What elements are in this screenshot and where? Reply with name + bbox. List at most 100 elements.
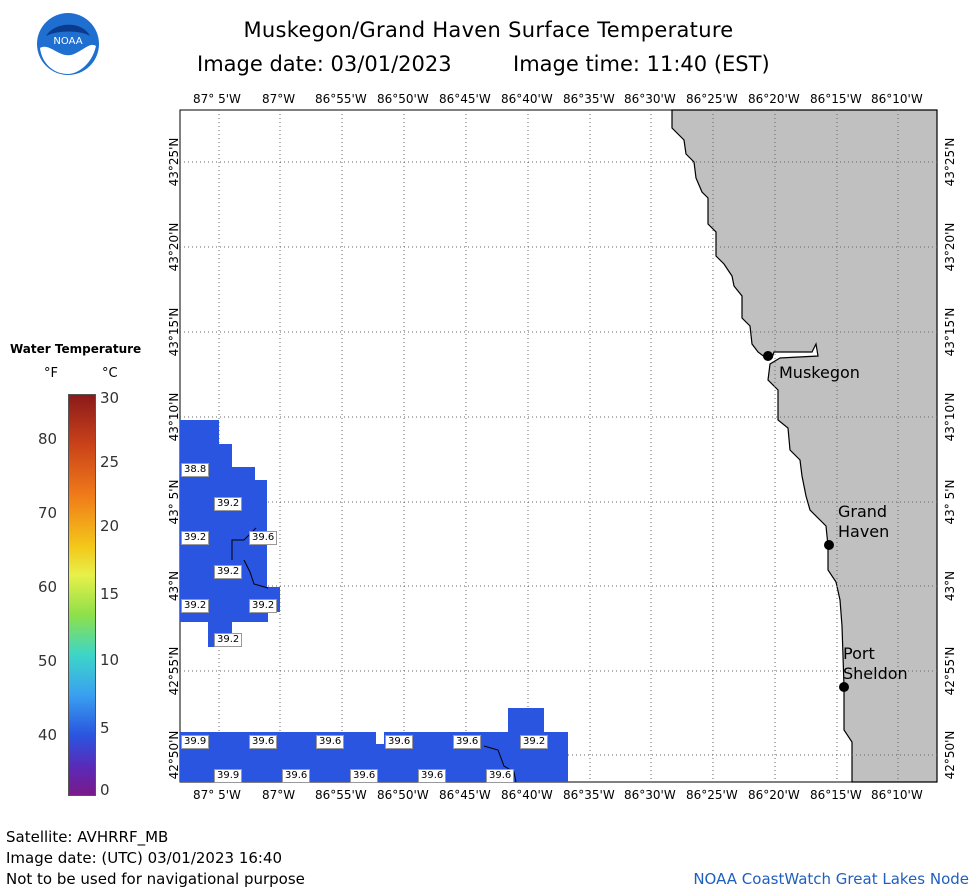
legend-f-tick: 40 [38, 726, 58, 744]
lon-label: 86°25'W [686, 788, 738, 802]
sst-value-label: 39.2 [520, 735, 549, 749]
lon-label: 86°55'W [315, 788, 367, 802]
lon-label: 86°35'W [563, 92, 615, 106]
legend-f-ticks: 80 70 60 50 40 [38, 430, 66, 750]
svg-text:NOAA: NOAA [53, 36, 82, 47]
sst-value-label: 39.6 [249, 735, 278, 749]
credit-line: NOAA CoastWatch Great Lakes Node [693, 870, 969, 888]
legend-c-tick: 10 [100, 651, 120, 669]
lon-label: 86°20'W [748, 92, 800, 106]
noaa-logo: NOAA [36, 12, 100, 76]
legend-c-tick: 25 [100, 453, 120, 471]
legend-unit-f: °F [44, 366, 58, 381]
lat-label-left: 42°50'N [167, 730, 181, 780]
utc-date: Image date: (UTC) 03/01/2023 16:40 [6, 849, 283, 867]
sst-value-label: 39.6 [385, 735, 414, 749]
legend-f-tick: 60 [38, 578, 58, 596]
lon-label: 87°W [262, 92, 296, 106]
lon-labels-top: 87° 5'W 87°W 86°55'W 86°50'W 86°45'W 86°… [0, 92, 977, 108]
grand-haven-marker [824, 540, 834, 550]
lat-label-right: 43° 5'N [943, 479, 957, 525]
sst-value-label: 39.6 [453, 735, 482, 749]
city-label-port-sheldon: Port [843, 644, 875, 663]
sst-value-label: 39.2 [214, 565, 243, 579]
sst-value-label: 39.6 [282, 769, 311, 783]
legend-c-tick: 0 [100, 781, 110, 799]
port-sheldon-marker [839, 682, 849, 692]
lon-label: 86°20'W [748, 788, 800, 802]
image-time: Image time: 11:40 (EST) [513, 52, 770, 76]
noaa-logo-icon: NOAA [37, 13, 99, 75]
lon-label: 86°15'W [810, 92, 862, 106]
satellite-info: Satellite: AVHRRF_MB [6, 828, 169, 846]
muskegon-marker [763, 351, 773, 361]
lat-label-right: 43°25'N [943, 137, 957, 187]
sst-value-label: 39.6 [350, 769, 379, 783]
lat-label-right: 43°N [943, 570, 957, 602]
lat-label-right: 43°15'N [943, 307, 957, 357]
legend-c-tick: 30 [100, 389, 120, 407]
image-date: Image date: 03/01/2023 [197, 52, 452, 76]
lon-label: 86°45'W [439, 788, 491, 802]
lat-label-left: 43° 5'N [167, 479, 181, 525]
lat-label-left: 43°10'N [167, 392, 181, 442]
sst-value-label: 39.2 [214, 497, 243, 511]
legend-c-tick: 5 [100, 719, 110, 737]
lat-label-left: 42°55'N [167, 646, 181, 696]
lon-labels-bottom: 87° 5'W 87°W 86°55'W 86°50'W 86°45'W 86°… [0, 788, 977, 804]
lon-label: 86°15'W [810, 788, 862, 802]
lon-label: 86°50'W [377, 92, 429, 106]
sst-value-label: 39.9 [181, 735, 210, 749]
legend-unit-c: °C [102, 366, 118, 381]
legend-f-tick: 50 [38, 652, 58, 670]
sst-value-label: 39.2 [214, 633, 243, 647]
lon-label: 86°25'W [686, 92, 738, 106]
lon-label: 86°35'W [563, 788, 615, 802]
lon-label: 86°40'W [501, 788, 553, 802]
sst-value-label: 39.6 [249, 531, 278, 545]
sst-patch-south [180, 708, 568, 782]
city-label-grand-haven: Haven [838, 522, 890, 541]
lat-label-right: 42°50'N [943, 730, 957, 780]
legend-c-ticks: 30 25 20 15 10 5 0 [100, 389, 128, 799]
sst-value-label: 39.6 [486, 769, 515, 783]
lat-label-right: 43°10'N [943, 392, 957, 442]
lon-label: 86°30'W [624, 92, 676, 106]
sst-value-label: 39.9 [214, 769, 243, 783]
lat-label-left: 43°15'N [167, 307, 181, 357]
temperature-color-bar [68, 394, 96, 796]
sst-value-label: 38.8 [181, 463, 210, 477]
sst-value-label: 39.2 [181, 599, 210, 613]
sst-value-label: 39.6 [418, 769, 447, 783]
lon-label: 87° 5'W [193, 788, 241, 802]
city-label-muskegon: Muskegon [779, 363, 860, 382]
legend-c-tick: 15 [100, 585, 120, 603]
lat-label-right: 43°20'N [943, 222, 957, 272]
lon-label: 87° 5'W [193, 92, 241, 106]
legend-c-tick: 20 [100, 517, 120, 535]
city-label-grand-haven: Grand [838, 502, 888, 521]
lon-label: 87°W [262, 788, 296, 802]
lat-label-left: 43°20'N [167, 222, 181, 272]
lon-label: 86°45'W [439, 92, 491, 106]
legend-f-tick: 70 [38, 504, 58, 522]
city-label-port-sheldon: Sheldon [843, 664, 908, 683]
lon-label: 86°55'W [315, 92, 367, 106]
legend-title: Water Temperature [10, 342, 142, 356]
lat-label-left: 43°25'N [167, 137, 181, 187]
lat-label-left: 43°N [167, 570, 181, 602]
legend-f-tick: 80 [38, 430, 58, 448]
lon-label: 86°50'W [377, 788, 429, 802]
sst-value-label: 39.2 [249, 599, 278, 613]
sst-value-label: 39.6 [316, 735, 345, 749]
lon-label: 86°40'W [501, 92, 553, 106]
lat-label-right: 42°55'N [943, 646, 957, 696]
lon-label: 86°30'W [624, 788, 676, 802]
sst-value-label: 39.2 [181, 531, 210, 545]
lon-label: 86°10'W [871, 788, 923, 802]
lon-label: 86°10'W [871, 92, 923, 106]
land-area [671, 109, 938, 783]
disclaimer: Not to be used for navigational purpose [6, 870, 305, 888]
map-title: Muskegon/Grand Haven Surface Temperature [243, 18, 734, 42]
